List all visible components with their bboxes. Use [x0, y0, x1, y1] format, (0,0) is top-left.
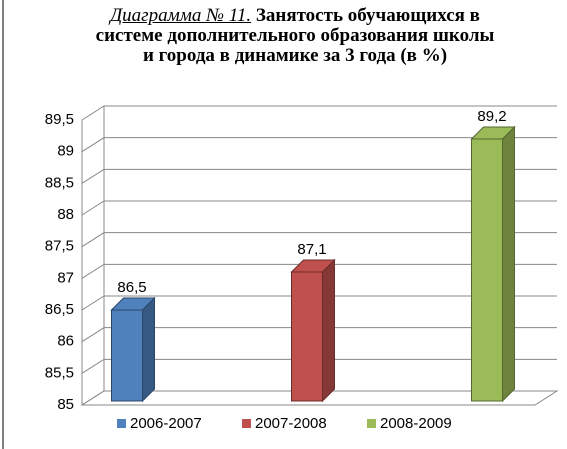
- grid-line: [81, 105, 557, 121]
- grid-line: [81, 390, 557, 406]
- grid-line: [81, 358, 557, 374]
- legend-label: 2008-2009: [380, 415, 452, 432]
- bar: [111, 309, 143, 402]
- grid-line: [81, 232, 557, 248]
- y-tick-label: 88: [57, 206, 74, 223]
- y-tick-label: 88,5: [45, 174, 74, 191]
- grid-line: [81, 327, 557, 343]
- legend-label: 2006-2007: [130, 415, 202, 432]
- chart-title: Диаграмма № 11. Занятость обучающихся в …: [95, 6, 495, 66]
- grid-line: [81, 137, 557, 153]
- y-tick-label: 86,5: [45, 301, 74, 318]
- y-tick-label: 87: [57, 269, 74, 286]
- grid-line: [81, 168, 557, 184]
- bar-side: [142, 296, 155, 403]
- legend-label: 2007-2008: [255, 415, 327, 432]
- bar: [291, 271, 323, 402]
- grid-line: [81, 200, 557, 216]
- bar: [471, 138, 503, 402]
- data-label: 86,5: [117, 279, 146, 296]
- data-label: 87,1: [297, 241, 326, 258]
- grid-line: [81, 263, 557, 279]
- y-tick-label: 89: [57, 143, 74, 160]
- title-text: Занятость обучающихся в системе дополнит…: [95, 5, 495, 66]
- y-tick-label: 85: [57, 396, 74, 413]
- grid-line: [81, 295, 557, 311]
- y-tick-label: 86: [57, 333, 74, 350]
- legend-swatch: [242, 419, 251, 428]
- y-tick-label: 87,5: [45, 238, 74, 255]
- y-tick-label: 85,5: [45, 364, 74, 381]
- data-label: 89,2: [477, 108, 506, 125]
- bar-side: [502, 125, 515, 403]
- y-tick-label: 89,5: [45, 111, 74, 128]
- title-prefix: Диаграмма № 11.: [110, 5, 252, 26]
- bar-side: [322, 258, 335, 403]
- legend-swatch: [367, 419, 376, 428]
- legend-swatch: [117, 419, 126, 428]
